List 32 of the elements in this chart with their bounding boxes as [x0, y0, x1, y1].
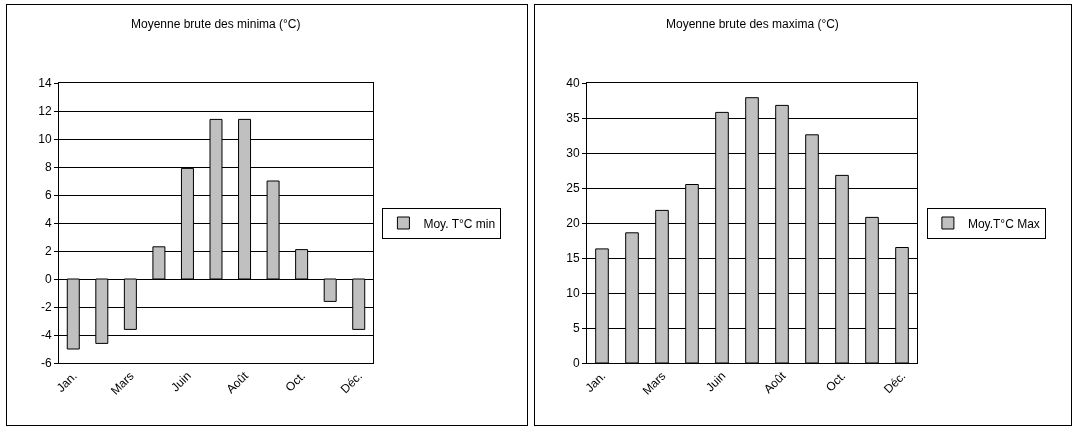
y-tick-label: 4: [44, 216, 52, 231]
x-tick-label: Déc.: [881, 368, 909, 397]
y-tick-label: 30: [566, 146, 580, 161]
x-tick-label: Oct.: [822, 368, 849, 395]
x-tick-label: Déc.: [337, 368, 366, 397]
y-tick-label: 35: [566, 111, 580, 126]
y-tick-label: 14: [38, 76, 52, 91]
x-tick-label: Juin: [168, 368, 194, 395]
y-tick-label: 0: [44, 272, 52, 287]
chart-title: Moyenne brute des minima (°C): [131, 17, 301, 31]
y-tick-label: -6: [40, 356, 52, 371]
x-tick-label: Juin: [702, 368, 729, 395]
y-tick-label: 10: [566, 286, 580, 301]
y-tick-label: 25: [566, 181, 580, 196]
y-tick-label: 2: [44, 244, 52, 259]
y-tick-label: 10: [38, 132, 52, 147]
y-tick-label: 20: [566, 216, 580, 231]
chart-title: Moyenne brute des maxima (°C): [666, 17, 839, 31]
x-tick-label: Jan.: [582, 368, 609, 395]
y-tick-label: -4: [40, 328, 52, 343]
legend-label: Moy. T°C min: [423, 216, 496, 231]
y-tick-label: 15: [566, 251, 580, 266]
legend-label: Moy.T°C Max: [967, 216, 1040, 231]
y-tick-label: -2: [40, 300, 52, 315]
x-tick-label: Jan.: [53, 368, 80, 395]
y-tick-label: 8: [44, 160, 52, 175]
y-tick-label: 0: [572, 356, 580, 371]
x-tick-label: Oct.: [282, 368, 308, 395]
y-tick-label: 5: [572, 321, 580, 336]
y-tick-label: 6: [44, 188, 52, 203]
y-tick-label: 12: [38, 104, 52, 119]
y-tick-label: 40: [566, 76, 580, 91]
